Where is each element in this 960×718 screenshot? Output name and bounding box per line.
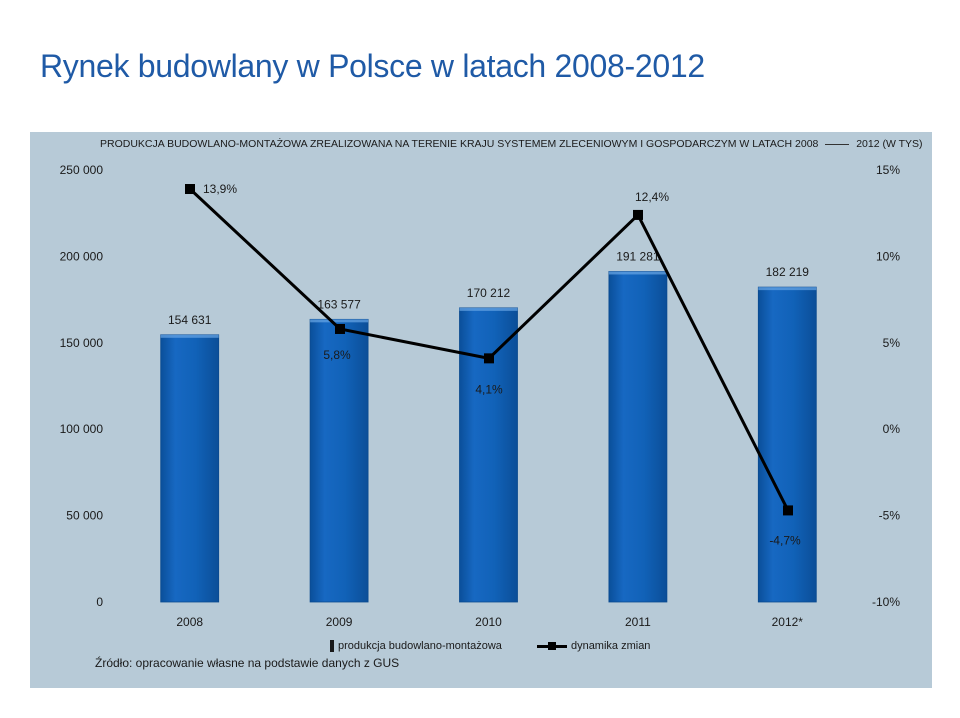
y-right-tick-label: 5% bbox=[883, 336, 901, 350]
legend-item-bars: produkcja budowlano-montażowa bbox=[330, 640, 502, 652]
legend-item-line: dynamika zmian bbox=[536, 640, 651, 652]
y-right-tick-label: 0% bbox=[883, 422, 901, 436]
chart-title-part1: PRODUKCJA BUDOWLANO-MONTAŻOWA ZREALIZOWA… bbox=[100, 138, 819, 150]
line-value-label: 4,1% bbox=[475, 382, 503, 396]
bar-value-label: 163 577 bbox=[317, 297, 361, 311]
legend-bar-swatch bbox=[330, 640, 334, 652]
line-value-label: 5,8% bbox=[323, 348, 351, 362]
bar-highlight bbox=[608, 271, 667, 275]
x-tick-label: 2008 bbox=[176, 615, 203, 629]
x-tick-label: 2010 bbox=[475, 615, 502, 629]
chart-title: PRODUKCJA BUDOWLANO-MONTAŻOWA ZREALIZOWA… bbox=[100, 138, 923, 150]
bar bbox=[608, 271, 668, 603]
y-left-tick-label: 0 bbox=[96, 595, 103, 609]
y-right-tick-label: -5% bbox=[879, 509, 901, 523]
legend-label-line: dynamika zmian bbox=[570, 640, 651, 652]
legend-label-bars: produkcja budowlano-montażowa bbox=[338, 640, 502, 652]
line-marker bbox=[633, 209, 643, 220]
x-tick-label: 2009 bbox=[326, 615, 353, 629]
bar-highlight bbox=[758, 287, 817, 291]
y-right-tick-label: 10% bbox=[876, 249, 900, 263]
y-left-tick-label: 250 000 bbox=[60, 163, 104, 177]
page-title: Rynek budowlany w Polsce w latach 2008-2… bbox=[40, 48, 705, 84]
bar bbox=[757, 286, 817, 603]
bar bbox=[309, 318, 369, 603]
y-left-tick-label: 50 000 bbox=[66, 509, 103, 523]
bar bbox=[459, 307, 518, 603]
legend-line-swatch bbox=[536, 640, 567, 652]
chart-title-part2: 2012 (W TYS) bbox=[856, 138, 923, 150]
line-value-label: 13,9% bbox=[203, 182, 237, 196]
line-marker bbox=[335, 323, 345, 334]
title-dash bbox=[825, 143, 850, 145]
y-right-tick-label: 15% bbox=[876, 163, 900, 177]
x-tick-label: 2011 bbox=[625, 615, 651, 629]
x-tick-label: 2012* bbox=[772, 615, 804, 629]
line-marker bbox=[484, 353, 494, 364]
line-marker bbox=[185, 184, 195, 195]
bar-highlight bbox=[160, 334, 219, 338]
bar-value-label: 170 212 bbox=[467, 286, 511, 300]
y-left-tick-label: 150 000 bbox=[60, 336, 104, 350]
line-marker bbox=[783, 505, 793, 516]
bar-value-label: 191 281 bbox=[616, 249, 660, 263]
bar-value-label: 182 219 bbox=[766, 265, 810, 279]
bar-value-label: 154 631 bbox=[168, 313, 212, 327]
y-right-tick-label: -10% bbox=[872, 595, 900, 609]
line-value-label: 12,4% bbox=[635, 190, 669, 204]
y-left-tick-label: 200 000 bbox=[60, 249, 104, 263]
source-note: Źródło: opracowanie własne na podstawie … bbox=[95, 656, 400, 670]
bar bbox=[160, 334, 220, 603]
y-left-tick-label: 100 000 bbox=[60, 422, 104, 436]
bar-highlight bbox=[310, 319, 369, 323]
line-value-label: -4,7% bbox=[769, 533, 801, 547]
legend: produkcja budowlano-montażowa dynamika z… bbox=[330, 640, 682, 655]
bar-highlight bbox=[459, 307, 518, 311]
